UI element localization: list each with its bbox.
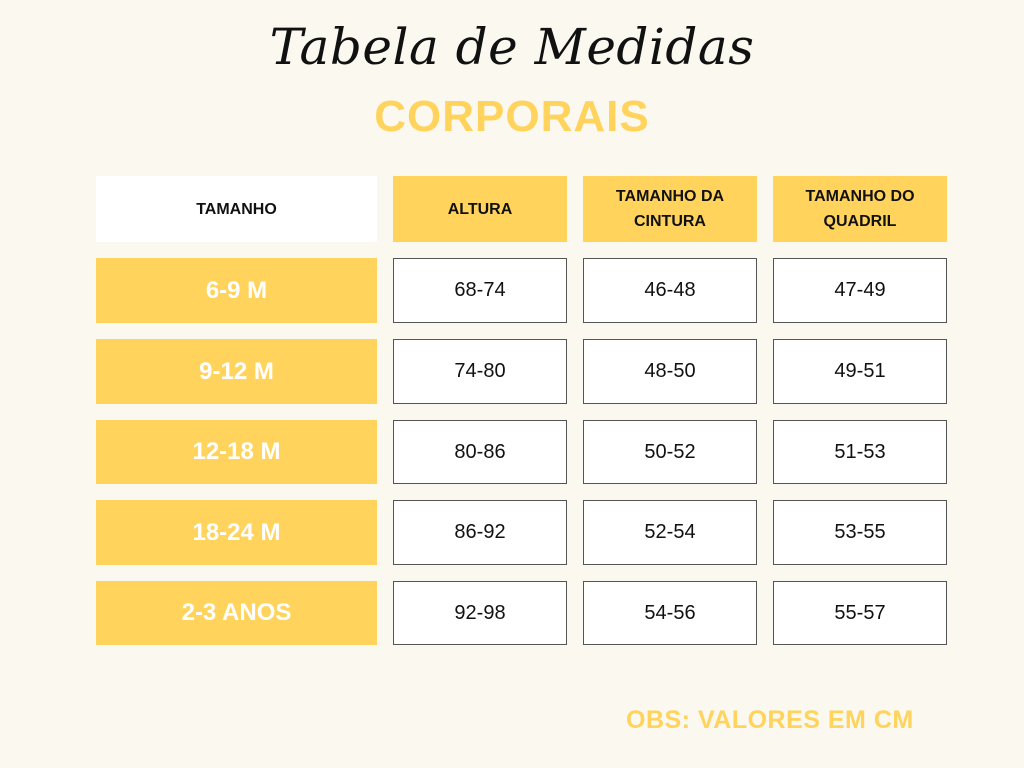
cintura-cell: 48-50: [583, 339, 757, 404]
quadril-cell: 49-51: [773, 339, 947, 404]
quadril-cell: 51-53: [773, 420, 947, 484]
quadril-cell: 53-55: [773, 500, 947, 565]
size-cell: 9-12 M: [96, 339, 377, 404]
altura-cell: 74-80: [393, 339, 567, 404]
size-cell: 6-9 M: [96, 258, 377, 323]
quadril-cell: 47-49: [773, 258, 947, 323]
cintura-cell: 46-48: [583, 258, 757, 323]
size-cell: 18-24 M: [96, 500, 377, 565]
altura-cell: 80-86: [393, 420, 567, 484]
altura-cell: 68-74: [393, 258, 567, 323]
header-cintura: TAMANHO DA CINTURA: [583, 176, 757, 242]
units-note: OBS: VALORES EM CM: [626, 706, 914, 734]
altura-cell: 86-92: [393, 500, 567, 565]
page-subtitle: CORPORAIS: [374, 92, 650, 141]
cintura-cell: 54-56: [583, 581, 757, 645]
size-cell: 12-18 M: [96, 420, 377, 484]
quadril-cell: 55-57: [773, 581, 947, 645]
altura-cell: 92-98: [393, 581, 567, 645]
cintura-cell: 50-52: [583, 420, 757, 484]
size-cell: 2-3 ANOS: [96, 581, 377, 645]
header-tamanho: TAMANHO: [96, 176, 377, 242]
header-altura: ALTURA: [393, 176, 567, 242]
header-quadril: TAMANHO DO QUADRIL: [773, 176, 947, 242]
cintura-cell: 52-54: [583, 500, 757, 565]
page-title: Tabela de Medidas: [269, 18, 755, 76]
